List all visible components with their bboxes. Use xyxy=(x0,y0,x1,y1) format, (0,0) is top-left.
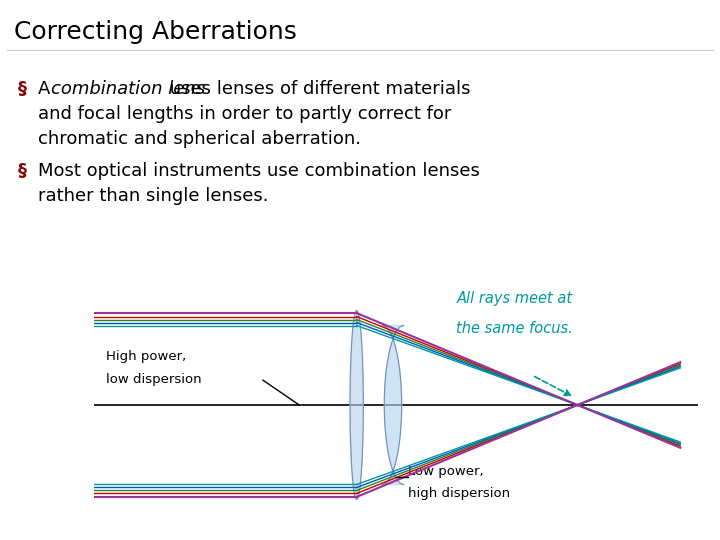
Text: Correcting Aberrations: Correcting Aberrations xyxy=(14,20,297,44)
Text: Low power,: Low power, xyxy=(408,464,484,477)
Text: §: § xyxy=(18,162,27,180)
Text: A: A xyxy=(38,80,56,98)
Text: high dispersion: high dispersion xyxy=(408,487,510,500)
Polygon shape xyxy=(350,310,364,500)
Text: rather than single lenses.: rather than single lenses. xyxy=(38,187,269,205)
Text: chromatic and spherical aberration.: chromatic and spherical aberration. xyxy=(38,130,361,148)
Text: uses lenses of different materials: uses lenses of different materials xyxy=(164,80,470,98)
Text: combination lens: combination lens xyxy=(51,80,205,98)
Text: High power,: High power, xyxy=(106,350,186,363)
Text: low dispersion: low dispersion xyxy=(106,373,202,386)
Text: the same focus.: the same focus. xyxy=(456,321,573,335)
Text: §: § xyxy=(18,80,27,98)
Text: and focal lengths in order to partly correct for: and focal lengths in order to partly cor… xyxy=(38,105,451,123)
Polygon shape xyxy=(382,326,404,484)
Text: Most optical instruments use combination lenses: Most optical instruments use combination… xyxy=(38,162,480,180)
Text: All rays meet at: All rays meet at xyxy=(456,291,572,306)
